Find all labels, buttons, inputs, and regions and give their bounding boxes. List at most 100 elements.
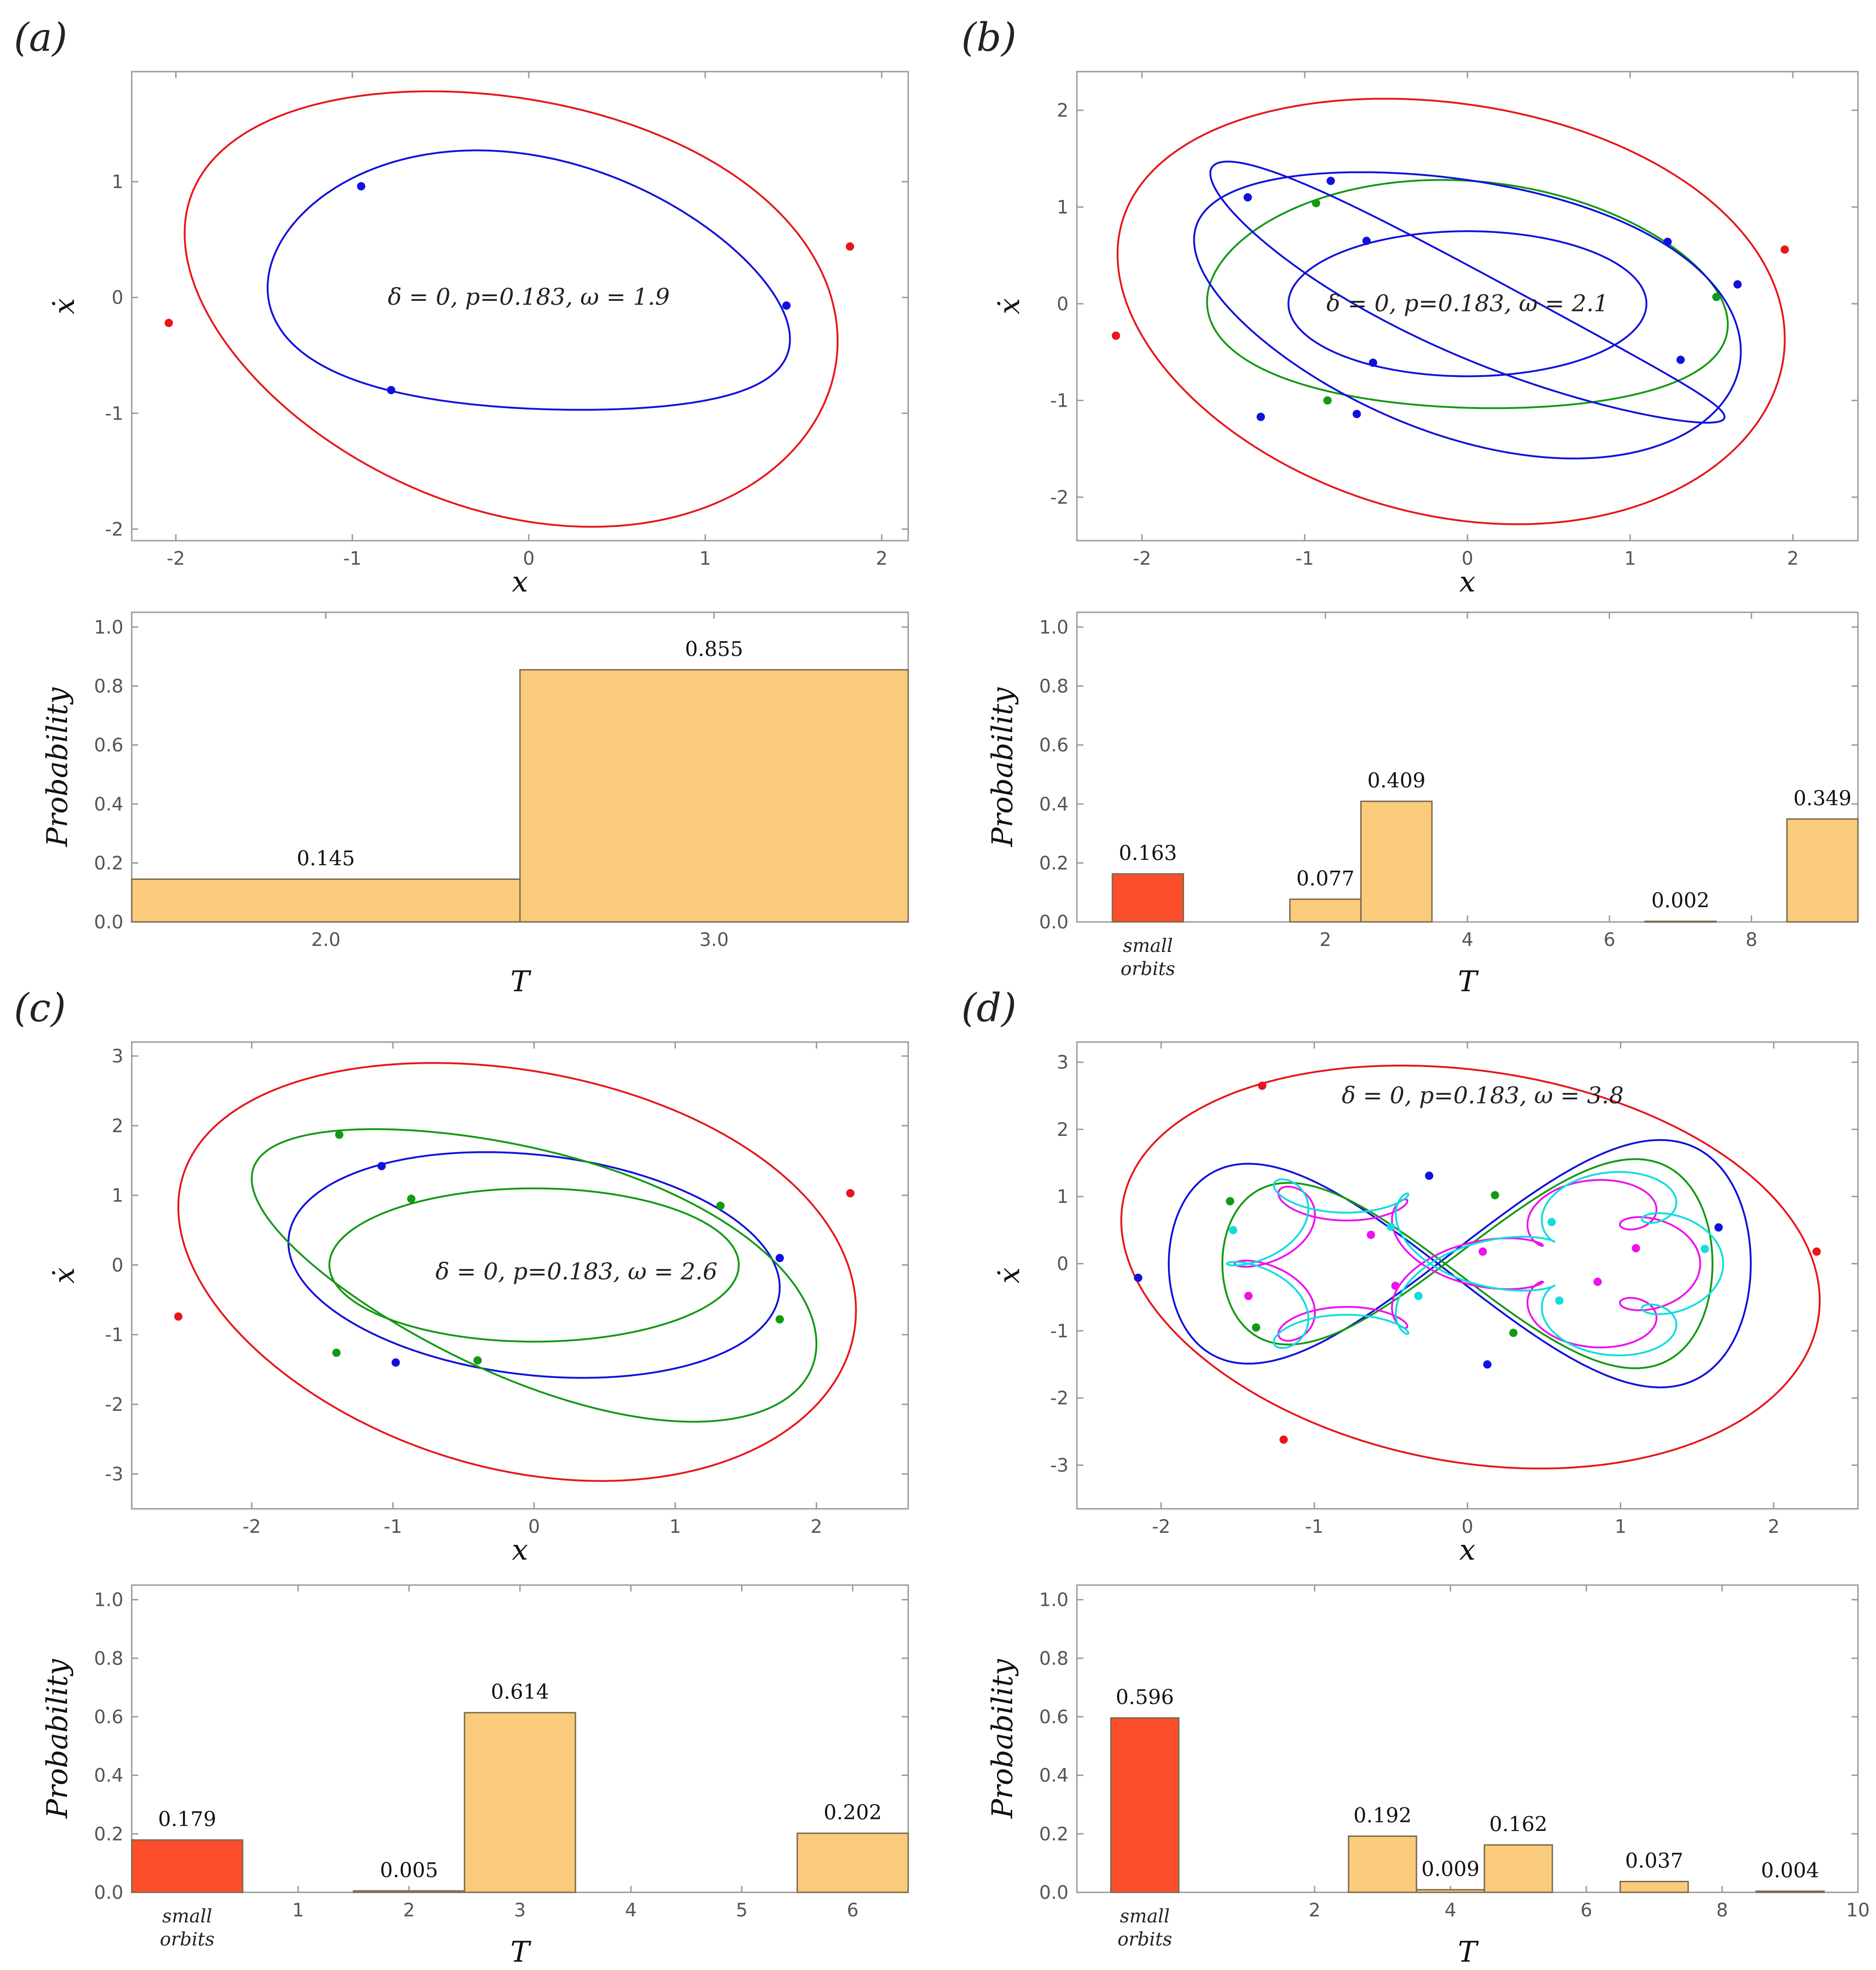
x-tick-label: 3.0 (699, 929, 729, 951)
y-tick-label: 0.8 (1039, 1648, 1069, 1669)
small-orbits-label: orbits (1118, 1929, 1172, 1950)
y-tick-label: 0 (1057, 293, 1069, 315)
x-axis-label: T (1458, 964, 1479, 998)
poincare-point (1714, 1223, 1723, 1232)
bar-value-label: 0.145 (297, 847, 355, 870)
orbit-layer (165, 90, 854, 528)
x-tick-label: 0 (523, 548, 534, 569)
poincare-point (1112, 331, 1120, 340)
plot-frame (1076, 611, 1859, 923)
orbit-period-1 (177, 1062, 857, 1482)
poincare-point (1509, 1329, 1518, 1337)
x-tick-label: 4 (1445, 1900, 1456, 1921)
poincare-point (357, 182, 366, 191)
x-tick-label: 2 (1320, 929, 1331, 951)
y-tick-label: 2 (112, 1116, 123, 1137)
orbit-period-9b (1209, 160, 1726, 424)
x-axis-label: T (1458, 1935, 1479, 1969)
x-tick-label: -2 (243, 1516, 261, 1537)
y-tick-label: 0.2 (94, 853, 123, 874)
phase-portrait-a: -2 -1 0 1 -2 -1 0 1 2 x ẋ δ = 0, p=0.183, ω = 1.9 (47, 71, 909, 598)
plot-frame (1076, 1584, 1859, 1893)
probability-bar (1416, 1889, 1485, 1893)
poincare-point (1712, 293, 1721, 301)
y-tick-label: 0.0 (94, 912, 123, 933)
panel-label-b: (b) (961, 15, 1016, 60)
y-tick-label: 1 (1057, 1186, 1069, 1208)
poincare-point (1479, 1247, 1487, 1256)
bar-value-label: 0.855 (685, 637, 743, 661)
orbit-period-6b (328, 1187, 740, 1343)
poincare-point (1555, 1296, 1564, 1305)
y-axis-label: ẋ (47, 1267, 81, 1283)
poincare-point (716, 1202, 725, 1210)
y-tick-label: -1 (1050, 390, 1069, 412)
orbit-period-1 (1120, 1064, 1821, 1470)
bar-value-label: 0.077 (1296, 867, 1355, 890)
poincare-point (1676, 355, 1685, 364)
probability-bar (1112, 873, 1184, 923)
poincare-point (1483, 1360, 1492, 1369)
x-tick-label: 0 (1461, 1516, 1473, 1537)
poincare-point (776, 1254, 784, 1263)
x-tick-label: 1 (1615, 1516, 1626, 1537)
phase-portrait-d: -3 -2 -1 0 1 2 3 -2 -1 0 1 2 x ẋ δ = 0, p=0.183, ω = 3… (992, 1041, 1859, 1567)
y-tick-label: -1 (105, 403, 123, 424)
poincare-point (377, 1162, 386, 1171)
small-orbits-label: orbits (1121, 958, 1175, 980)
bar-value-label: 0.409 (1367, 769, 1425, 793)
probability-bar (1484, 1844, 1553, 1893)
parameter-annotation: δ = 0, p=0.183, ω = 3.8 (1342, 1082, 1624, 1109)
x-axis-label: T (510, 964, 532, 998)
probability-bar (131, 1839, 244, 1893)
poincare-point (1279, 1435, 1288, 1444)
x-tick-label: 2 (1787, 548, 1798, 569)
x-tick-label: 1 (1624, 548, 1636, 569)
x-tick-label: -2 (1152, 1516, 1170, 1537)
y-tick-label: 0.6 (1039, 735, 1069, 756)
parameter-annotation: δ = 0, p=0.183, ω = 2.6 (435, 1258, 717, 1285)
y-tick-label: -2 (105, 519, 123, 540)
x-tick-label: -1 (1295, 548, 1314, 569)
poincare-point (1812, 1247, 1821, 1256)
bar-value-label: 0.614 (491, 1680, 549, 1704)
y-tick-label: -3 (1050, 1455, 1069, 1476)
poincare-point (1352, 409, 1361, 418)
x-tick-label: 0 (1461, 548, 1473, 569)
y-tick-label: 0.6 (1039, 1707, 1069, 1728)
poincare-point (1391, 1281, 1400, 1290)
poincare-point (1323, 396, 1332, 405)
x-tick-label: 2 (811, 1516, 822, 1537)
plot-frame (131, 1041, 909, 1510)
orbit-layer (174, 1062, 857, 1482)
poincare-point (1362, 237, 1371, 245)
orbit-period-6a (251, 1128, 818, 1423)
bar-value-label: 0.162 (1489, 1812, 1547, 1836)
bar-value-label: 0.179 (158, 1808, 216, 1831)
x-tick-label: 4 (625, 1900, 636, 1921)
probability-bar (464, 1712, 576, 1893)
x-tick-label: 2.0 (311, 929, 341, 951)
orbit-curly-magenta (1234, 1179, 1701, 1348)
y-tick-label: 0.4 (1039, 794, 1069, 815)
x-tick-label: -1 (1305, 1516, 1324, 1537)
x-tick-label: -1 (343, 548, 361, 569)
plot-frame (131, 71, 909, 542)
probability-bar (1755, 1890, 1825, 1893)
poincare-point (174, 1312, 183, 1321)
panel-label-a: (a) (14, 15, 67, 60)
y-axis-label: ẋ (992, 298, 1026, 314)
histogram-a: 0.0 0.2 0.4 0.6 0.8 1.0 2.0 3.0 T Probability 0.14… (40, 611, 909, 998)
probability-bar (131, 878, 521, 923)
y-tick-label: 0.0 (1039, 1882, 1069, 1903)
y-tick-label: 0.2 (1039, 853, 1069, 874)
poincare-point (1547, 1218, 1556, 1226)
y-tick-label: 1.0 (94, 617, 123, 638)
probability-bar (796, 1832, 909, 1893)
x-tick-label: 10 (1846, 1900, 1870, 1921)
poincare-point (165, 318, 173, 327)
probability-bar (1619, 1881, 1689, 1893)
small-orbits-label: small (1120, 1906, 1170, 1927)
y-tick-label: 0.0 (1039, 912, 1069, 933)
x-axis-label: x (1460, 565, 1476, 598)
